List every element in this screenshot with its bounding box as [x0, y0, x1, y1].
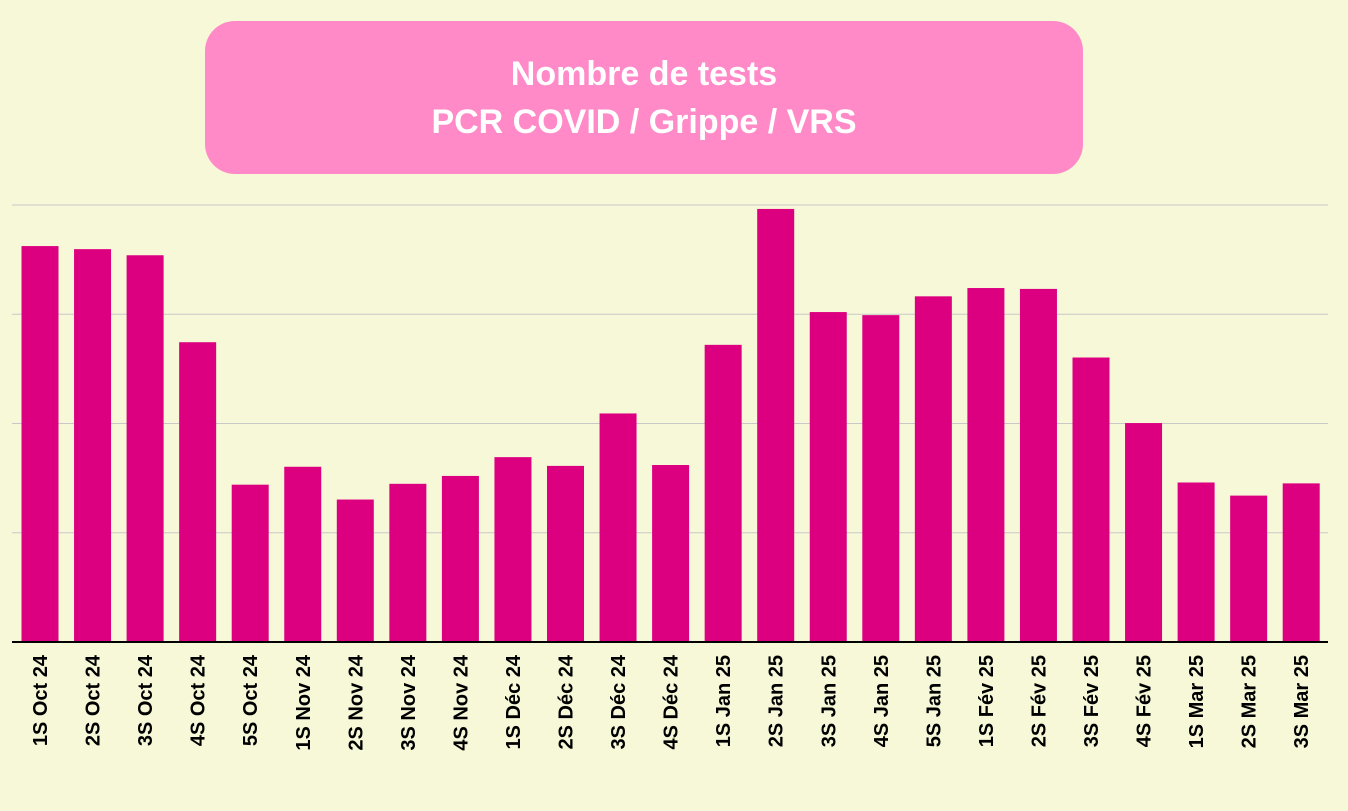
x-tick-label: 1S Mar 25: [1186, 655, 1208, 748]
x-tick-label: 3S Nov 24: [398, 654, 420, 750]
bar: [1019, 288, 1057, 642]
bar: [441, 475, 479, 642]
bar: [284, 466, 322, 642]
x-tick-labels: 1S Oct 24 2S Oct 24 3S Oct 24 4S Oct 24 5S O…: [30, 654, 1313, 750]
x-tick-label: 1S Fév 25: [976, 655, 998, 747]
bar: [757, 208, 795, 643]
bar: [21, 246, 59, 642]
chart-title-line-1: Nombre de tests: [510, 54, 778, 93]
bar: [494, 457, 532, 642]
bar: [389, 483, 427, 642]
bar: [126, 255, 164, 642]
bar: [547, 465, 584, 642]
x-tick-label: 4S Déc 24: [661, 654, 683, 749]
chart-title-line-2: PCR COVID / Grippe / VRS: [431, 102, 857, 141]
bar: [914, 296, 952, 642]
x-tick-label: 2S Fév 25: [1028, 655, 1050, 747]
x-tick-label: 5S Oct 24: [240, 654, 262, 746]
bar: [704, 344, 742, 642]
x-tick-label: 3S Oct 24: [135, 654, 157, 746]
x-tick-label: 3S Fév 25: [1081, 655, 1103, 747]
bar: [179, 342, 217, 642]
chart-title: Nombre de tests PCR COVID / Grippe / VRS: [205, 21, 1083, 174]
bar: [1072, 357, 1110, 642]
x-tick-label: 3S Jan 25: [818, 655, 840, 747]
x-tick-label: 2S Déc 24: [556, 654, 578, 749]
x-tick-label: 2S Jan 25: [766, 655, 788, 747]
x-tick-label: 2S Mar 25: [1239, 655, 1261, 748]
x-tick-label: 1S Déc 24: [503, 654, 525, 749]
x-tick-label: 5S Jan 25: [923, 655, 945, 747]
x-tick-label: 2S Nov 24: [345, 654, 367, 750]
x-tick-label: 4S Nov 24: [450, 654, 472, 750]
bar: [599, 413, 637, 642]
x-tick-label: 1S Jan 25: [713, 655, 735, 747]
bar: [336, 499, 374, 642]
bar: [1125, 423, 1163, 642]
x-tick-label: 1S Nov 24: [293, 654, 315, 750]
bar: [809, 312, 847, 642]
bar: [967, 288, 1005, 642]
bar: [74, 249, 112, 642]
x-tick-label: 1S Oct 24: [30, 654, 52, 746]
bar: [231, 484, 269, 642]
bars: [21, 208, 1320, 643]
bar: [862, 315, 900, 642]
bar: [1230, 495, 1268, 642]
bar: [1177, 482, 1215, 642]
x-tick-label: 4S Jan 25: [871, 655, 893, 747]
bar: [1282, 483, 1320, 642]
x-tick-label: 3S Déc 24: [608, 654, 630, 749]
x-tick-label: 2S Oct 24: [83, 654, 105, 746]
x-tick-label: 4S Oct 24: [188, 654, 210, 746]
x-tick-label: 3S Mar 25: [1291, 655, 1313, 748]
bar: [652, 465, 690, 642]
x-tick-label: 4S Fév 25: [1134, 655, 1156, 747]
